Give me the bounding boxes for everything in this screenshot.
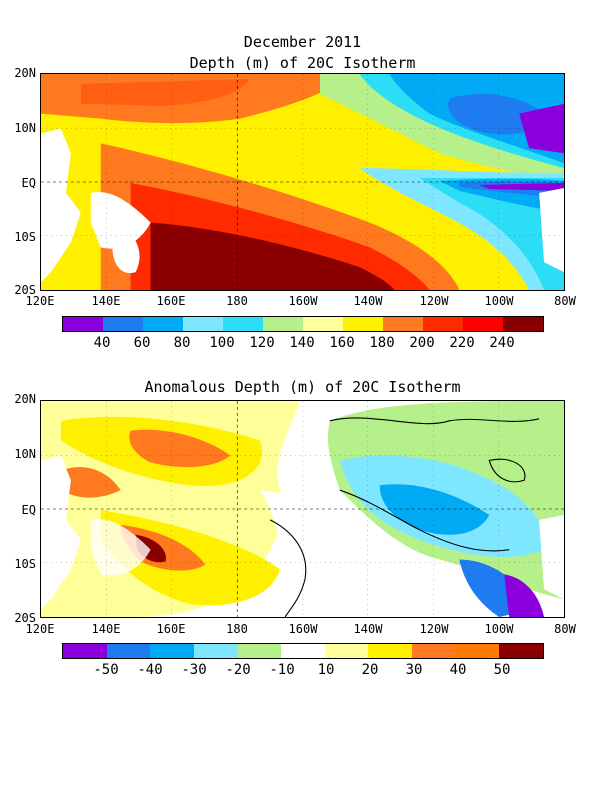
lon-label: 120W — [419, 622, 449, 636]
colorbar-swatch — [303, 317, 343, 331]
colorbar-label: 40 — [449, 662, 467, 678]
lon-label: 160E — [156, 294, 186, 308]
colorbar-label: 140 — [289, 335, 315, 351]
colorbar-swatch — [263, 317, 303, 331]
colorbar-swatch — [455, 644, 500, 658]
colorbar-label: 120 — [249, 335, 275, 351]
colorbar-swatch — [183, 317, 223, 331]
colorbar-label: 30 — [405, 662, 423, 678]
colorbar-swatch — [503, 317, 543, 331]
panel2-colorbar — [62, 643, 544, 659]
figure-title: December 2011 — [243, 33, 362, 51]
colorbar-swatch — [143, 317, 183, 331]
lon-label: 80W — [554, 622, 576, 636]
colorbar-swatch — [383, 317, 423, 331]
colorbar-swatch — [63, 317, 103, 331]
colorbar-swatch — [423, 317, 463, 331]
lat-label: 10N — [14, 121, 36, 135]
colorbar-label: 180 — [369, 335, 395, 351]
lon-label: 140W — [353, 294, 383, 308]
lon-label: 140W — [353, 622, 383, 636]
lat-label: EQ — [21, 176, 36, 190]
colorbar-label: -20 — [225, 662, 251, 678]
colorbar-swatch — [63, 644, 107, 658]
panel1-map — [40, 73, 565, 291]
lat-label: 20S — [14, 611, 36, 625]
colorbar-swatch — [193, 644, 238, 658]
lon-label: 160W — [288, 294, 318, 308]
lat-label: EQ — [21, 503, 36, 517]
colorbar-label: 100 — [209, 335, 235, 351]
lon-label: 120E — [25, 622, 55, 636]
panel1-colorbar — [62, 316, 544, 332]
lon-label: 80W — [554, 294, 576, 308]
colorbar-label: 60 — [133, 335, 151, 351]
colorbar-label: 10 — [317, 662, 335, 678]
lat-label: 20N — [14, 392, 36, 406]
colorbar-swatch — [463, 317, 503, 331]
colorbar-label: 20 — [361, 662, 379, 678]
colorbar-swatch — [106, 644, 151, 658]
panel1-title: Depth (m) of 20C Isotherm — [189, 54, 416, 72]
colorbar-label: 200 — [409, 335, 435, 351]
lon-label: 140E — [91, 622, 121, 636]
colorbar-swatch — [343, 317, 383, 331]
colorbar-swatch — [223, 317, 263, 331]
colorbar-swatch — [412, 644, 456, 658]
panel2-title: Anomalous Depth (m) of 20C Isotherm — [144, 378, 461, 396]
lon-label: 140E — [91, 294, 121, 308]
lat-label: 10N — [14, 447, 36, 461]
colorbar-label: 220 — [449, 335, 475, 351]
colorbar-label: -30 — [181, 662, 207, 678]
lon-label: 100W — [484, 294, 514, 308]
colorbar-swatch — [150, 644, 194, 658]
lat-label: 20N — [14, 66, 36, 80]
colorbar-label: -50 — [93, 662, 119, 678]
panel2-map — [40, 400, 565, 618]
colorbar-label: -40 — [137, 662, 163, 678]
colorbar-label: 40 — [93, 335, 111, 351]
lon-label: 180 — [226, 622, 248, 636]
colorbar-swatch — [281, 644, 325, 658]
lat-label: 10S — [14, 557, 36, 571]
colorbar-label: 160 — [329, 335, 355, 351]
lon-label: 120E — [25, 294, 55, 308]
colorbar-swatch — [103, 317, 143, 331]
colorbar-label: 80 — [173, 335, 191, 351]
colorbar-label: -10 — [269, 662, 295, 678]
colorbar-swatch — [237, 644, 282, 658]
colorbar-swatch — [368, 644, 413, 658]
colorbar-label: 50 — [493, 662, 511, 678]
lon-label: 160E — [156, 622, 186, 636]
panel1-contour-map — [41, 74, 564, 290]
lon-label: 160W — [288, 622, 318, 636]
lat-label: 10S — [14, 230, 36, 244]
colorbar-label: 240 — [489, 335, 515, 351]
lon-label: 100W — [484, 622, 514, 636]
lat-label: 20S — [14, 283, 36, 297]
colorbar-swatch — [324, 644, 369, 658]
lon-label: 180 — [226, 294, 248, 308]
lon-label: 120W — [419, 294, 449, 308]
colorbar-swatch — [499, 644, 544, 658]
panel2-contour-map — [41, 401, 564, 617]
